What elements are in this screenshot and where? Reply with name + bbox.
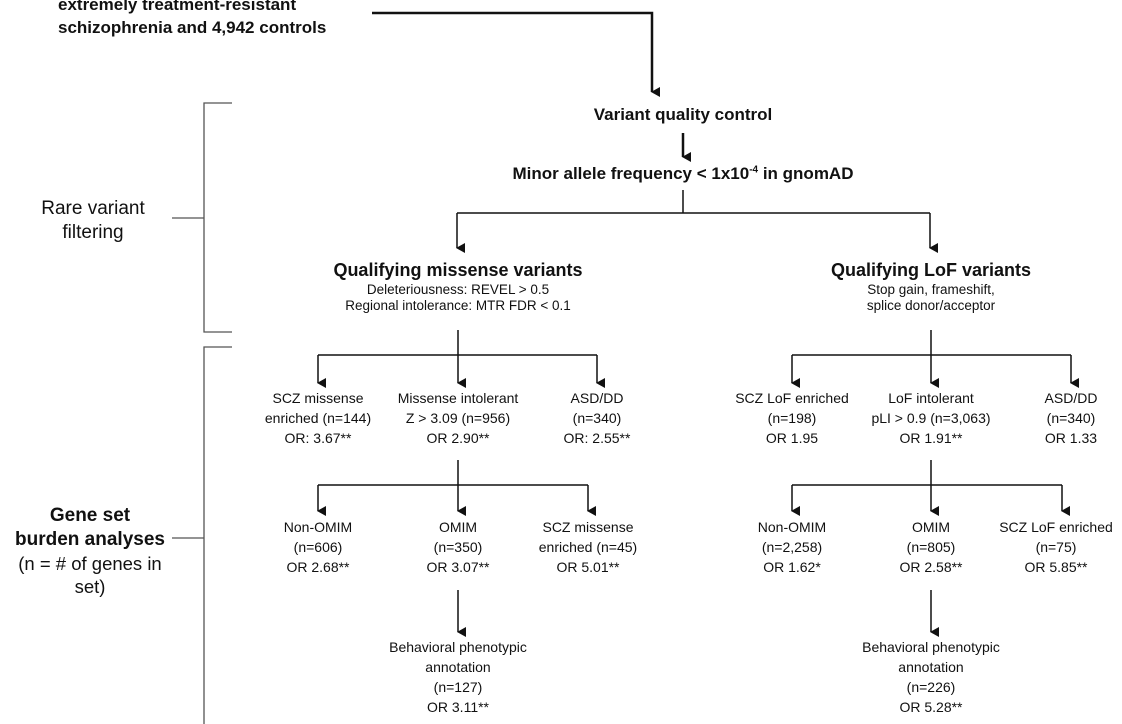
lof-asd-dd-node: ASD/DD (n=340) OR 1.33 bbox=[1044, 390, 1098, 446]
missense-non-omim-node: Non-OMIM (n=606) OR 2.68** bbox=[283, 519, 353, 575]
lof-behavioral-node: Behavioral phenotypic annotation (n=226) OR… bbox=[862, 639, 1000, 715]
rare-variant-filtering-label: Rare variant filtering bbox=[41, 198, 145, 243]
burden-bracket bbox=[203, 346, 232, 724]
maf-filter-step: Minor allele frequency < 1x10-4 in gnomA… bbox=[470, 163, 896, 184]
missense-behavioral-node: Behavioral phenotypic annotation (n=127) OR… bbox=[389, 639, 527, 715]
missense-intolerant-node: Missense intolerant Z > 3.09 (n=956) OR 2.… bbox=[397, 390, 519, 446]
missense-desc2: Regional intolerance: MTR FDR < 0.1 bbox=[345, 298, 571, 314]
variant-qc-label: Variant quality control bbox=[593, 105, 773, 124]
cohort-connector bbox=[372, 11, 660, 97]
lof-title: Qualifying LoF variants bbox=[830, 260, 1032, 280]
variant-qc-step: Variant quality control bbox=[573, 104, 793, 125]
lof-branch-header: Qualifying LoF variants Stop gain, frame… bbox=[800, 259, 1062, 315]
maf-label: Minor allele frequency < 1x10-4 in gnomA… bbox=[512, 164, 854, 183]
missense-scz-enriched-node: SCZ missense enriched (n=144) OR: 3.67** bbox=[264, 390, 372, 446]
missense-asd-dd-node: ASD/DD (n=340) OR: 2.55** bbox=[563, 390, 631, 446]
lof-desc1: Stop gain, frameshift, bbox=[867, 281, 995, 297]
lof-omim-node: OMIM (n=805) OR 2.58** bbox=[899, 519, 963, 575]
missense-scz-enriched-omim-node: SCZ missense enriched (n=45) OR 5.01** bbox=[538, 519, 638, 575]
missense-omim-node: OMIM (n=350) OR 3.07** bbox=[426, 519, 490, 575]
rare-filter-bracket bbox=[203, 102, 232, 333]
missense-branch-header: Qualifying missense variants Deleterious… bbox=[318, 259, 598, 315]
lof-intolerant-node: LoF intolerant pLI > 0.9 (n=3,063) OR 1.91… bbox=[871, 390, 991, 446]
missense-desc1: Deleteriousness: REVEL > 0.5 bbox=[366, 281, 550, 297]
cohort-line2: schizophrenia and 4,942 controls bbox=[58, 17, 327, 37]
lof-desc2: splice donor/acceptor bbox=[866, 298, 996, 314]
gene-set-burden-label: Gene set burden analyses (n = # of genes… bbox=[15, 505, 165, 597]
lof-non-omim-node: Non-OMIM (n=2,258) OR 1.62* bbox=[757, 519, 827, 575]
cohort-line1: extremely treatment-resistant bbox=[58, 0, 297, 14]
lof-scz-enriched-level2-node: SCZ LoF enriched (n=75) OR 5.85** bbox=[999, 519, 1113, 575]
cohort-description: extremely treatment-resistant schizophre… bbox=[58, 0, 326, 40]
lof-scz-enriched-node: SCZ LoF enriched (n=198) OR 1.95 bbox=[735, 390, 849, 446]
missense-title: Qualifying missense variants bbox=[333, 260, 583, 280]
